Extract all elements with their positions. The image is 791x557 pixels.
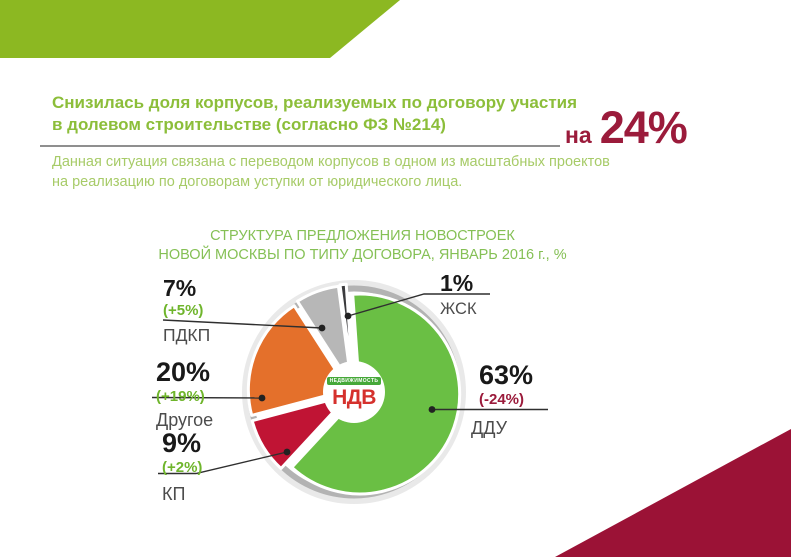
slide-subtitle: Данная ситуация связана с переводом корп… [52, 152, 612, 192]
highlight-number: 24% [599, 102, 688, 153]
slide-title: Снизилась доля корпусов, реализуемых по … [52, 92, 592, 137]
label-pdkp-value: 7% [163, 275, 197, 301]
ndv-logo-main-text: НДВ [332, 385, 376, 409]
callout-dot-drugoe [258, 394, 266, 402]
label-zhsk: 1% ЖСК [440, 272, 477, 318]
divider-line [40, 145, 560, 147]
label-ddu-value: 63% [479, 360, 534, 390]
highlight-value: на 24% [565, 102, 765, 154]
callout-dot-pdkp [318, 324, 326, 332]
label-drugoe: 20% (+19%) Другое [156, 357, 214, 430]
chart-title-line1: СТРУКТУРА ПРЕДЛОЖЕНИЯ НОВОСТРОЕК [210, 228, 515, 244]
callout-line-pdkp [162, 319, 323, 329]
label-ddu: 63% (-24%) ДДУ [471, 360, 534, 438]
label-zhsk-name: ЖСК [440, 300, 477, 318]
label-pdkp-name: ПДКП [163, 325, 211, 345]
label-zhsk-value: 1% [440, 270, 474, 296]
label-pdkp-change: (+5%) [163, 302, 204, 319]
ndv-logo: НЕДВИЖИМОСТЬ НДВ [322, 372, 386, 414]
pie-slice-zhsk[interactable] [338, 282, 355, 386]
label-kp-name: КП [162, 484, 186, 504]
label-kp-change: (+2%) [162, 459, 203, 476]
label-kp-value: 9% [162, 428, 202, 458]
callout-dot-zhsk [344, 312, 352, 320]
slide-subtitle-line2: на реализацию по договорам уступки от юр… [52, 174, 463, 190]
top-banner-shape [0, 0, 400, 58]
label-drugoe-value: 20% [156, 357, 211, 387]
label-drugoe-change: (+19%) [156, 388, 205, 405]
pie-slice-kp[interactable] [250, 393, 351, 470]
chart-title-line2: НОВОЙ МОСКВЫ ПО ТИПУ ДОГОВОРА, ЯНВАРЬ 20… [158, 247, 567, 264]
label-pdkp: 7% (+5%) ПДКП [163, 277, 210, 345]
callout-line-zhsk [347, 293, 490, 317]
callout-dot-kp [283, 448, 291, 456]
highlight-prefix: на [565, 122, 592, 148]
ndv-logo-top-text: НЕДВИЖИМОСТЬ [326, 376, 382, 385]
slide-title-line1: Снизилась доля корпусов, реализуемых по … [52, 93, 578, 112]
callout-line-kp [158, 451, 288, 475]
chart-title: СТРУКТУРА ПРЕДЛОЖЕНИЯ НОВОСТРОЕК НОВОЙ М… [100, 227, 625, 265]
label-kp: 9% (+2%) КП [162, 428, 203, 504]
callout-dot-ddu [428, 406, 436, 413]
label-ddu-change: (-24%) [479, 391, 525, 408]
slide-subtitle-line1: Данная ситуация связана с переводом корп… [52, 154, 610, 170]
callout-line-drugoe [151, 396, 263, 399]
pie-slice-pdkp[interactable] [295, 284, 354, 387]
slide-title-line2: в долевом строительстве (согласно ФЗ №21… [52, 115, 446, 135]
label-drugoe-name: Другое [156, 410, 214, 430]
label-ddu-name: ДДУ [471, 418, 508, 438]
